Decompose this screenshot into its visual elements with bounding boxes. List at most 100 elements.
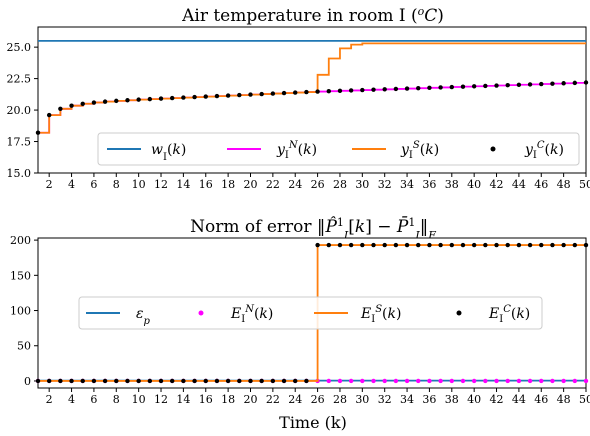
error-norm-series-3-point (192, 378, 197, 384)
temperature-series-3-point (449, 84, 454, 90)
error-norm-series-3-point (158, 378, 164, 384)
error-norm-series-1-point (393, 378, 399, 384)
error-norm-x-tick-label: 50 (579, 393, 590, 406)
error-norm-x-tick-label: 4 (68, 393, 75, 406)
error-norm-series-1-point (583, 378, 589, 384)
error-norm-series-3-point (304, 378, 309, 384)
temperature-series-3-point (572, 80, 578, 86)
error-norm-series-1-point (483, 378, 488, 384)
temperature-legend-frame (97, 132, 580, 166)
temperature-series-3-point (471, 84, 477, 89)
temperature-series-3-point (371, 87, 376, 92)
error-norm-series-3-point (483, 242, 488, 248)
temperature-x-tick-label: 8 (113, 178, 120, 191)
temperature-x-tick-label: 40 (467, 178, 481, 191)
temperature-series-3-point (46, 112, 52, 118)
temperature-series-3-point (404, 86, 410, 91)
error-norm-series-3-point (348, 242, 354, 248)
error-norm-series-3-point (35, 378, 41, 384)
error-norm-series-1-point (561, 378, 566, 384)
legend-yC-label: yIC(k) (524, 140, 564, 161)
temperature-y-tick-label: 22.5 (7, 73, 32, 86)
temperature-x-tick-label: 42 (490, 178, 504, 191)
error-norm-series-3-point (125, 378, 130, 384)
error-norm-x-tick-label: 12 (154, 393, 168, 406)
legend-EN-label: EIN(k) (230, 304, 273, 325)
error-norm-x-tick-label: 26 (311, 393, 325, 406)
error-norm-series-3-point (225, 378, 231, 384)
error-norm-series-1-point (494, 378, 499, 384)
temperature-x-tick-label: 20 (243, 178, 257, 191)
error-norm-series-1-point (516, 378, 522, 384)
error-norm-legend: εp EIN(k) EIS(k) EIC(k) (78, 296, 543, 330)
error-norm-x-tick-label: 32 (378, 393, 392, 406)
error-norm-series-1-point (348, 378, 354, 384)
error-norm-series-1-point (416, 378, 421, 384)
error-norm-y-tick-label: 150 (10, 269, 31, 282)
temperature-chart-title: Air temperature in room I (oC) (181, 5, 444, 27)
temperature-series-3-point (125, 98, 130, 103)
temperature-series-3-point (315, 89, 320, 94)
error-norm-x-tick-label: 24 (288, 393, 302, 406)
error-norm-series-3-point (561, 242, 566, 248)
error-norm-series-1-point (427, 378, 432, 384)
legend-ES-label: EIS(k) (360, 304, 401, 325)
error-norm-series-3-point (281, 378, 287, 384)
error-norm-series-3-point (80, 378, 85, 384)
temperature-series-3-point (293, 90, 298, 95)
error-norm-series-3-point (326, 242, 331, 248)
error-norm-series-3-point (371, 242, 376, 248)
error-norm-series-3-point (315, 242, 320, 248)
temperature-series-3-point (550, 81, 555, 86)
error-norm-y-tick-label: 100 (10, 305, 31, 318)
error-norm-series-3-point (147, 378, 153, 384)
error-norm-series-3-point (572, 242, 578, 248)
temperature-x-tick-label: 50 (579, 178, 590, 191)
temperature-series-3-point (505, 82, 510, 88)
error-norm-x-axis-label: Time (k) (279, 413, 347, 432)
error-norm-x-tick-label: 40 (467, 393, 481, 406)
error-norm-series-3-point (539, 242, 544, 248)
error-norm-x-tick-label: 20 (243, 393, 257, 406)
error-norm-series-3-point (259, 378, 264, 384)
error-norm-series-3-point (102, 378, 108, 384)
temperature-series-3-point (360, 87, 365, 93)
error-norm-series-3-point (170, 378, 175, 384)
error-norm-series-3-point (69, 378, 74, 384)
temperature-x-tick-label: 14 (176, 178, 190, 191)
error-norm-series-1-point (527, 378, 533, 384)
error-norm-x-tick-label: 30 (355, 393, 369, 406)
temperature-series-3-point (114, 98, 119, 104)
temperature-chart: Air temperature in room I (oC) 2 4 6 8 10 12 1… (7, 5, 590, 192)
legend-yN-label: yIN(k) (276, 140, 317, 161)
temperature-x-tick-label: 34 (400, 178, 414, 191)
temperature-series-3-point (483, 83, 488, 89)
error-norm-series-3-point (91, 378, 97, 384)
error-norm-x-tick-label: 38 (445, 393, 459, 406)
error-norm-legend-frame (78, 296, 543, 330)
error-norm-series-3-point (427, 242, 432, 248)
error-norm-series-1-point (337, 378, 343, 384)
error-norm-x-tick-label: 46 (534, 393, 548, 406)
error-norm-series-3-point (203, 378, 208, 384)
error-norm-y-tick-label: 0 (24, 375, 31, 388)
error-norm-series-3-point (416, 242, 421, 248)
error-norm-series-3-point (293, 378, 298, 384)
error-norm-series-1-point (572, 378, 578, 384)
temperature-series-3-point (91, 100, 97, 105)
error-norm-x-tick-label: 8 (113, 393, 120, 406)
error-norm-x-tick-label: 22 (266, 393, 280, 406)
temperature-x-tick-label: 18 (221, 178, 235, 191)
temperature-x-tick-label: 30 (355, 178, 369, 191)
error-norm-series-3-point (237, 378, 242, 384)
error-norm-series-3-point (527, 242, 533, 248)
error-norm-x-tick-label: 16 (199, 393, 213, 406)
temperature-series-3-point (80, 101, 85, 106)
temperature-series-3-point (561, 81, 566, 86)
legend-EN-swatch (198, 310, 204, 316)
legend-EC-label: EIC(k) (488, 304, 530, 325)
temperature-y-tick-label: 20.0 (7, 104, 32, 117)
temperature-series-3-point (382, 87, 387, 92)
error-norm-series-1-point (438, 378, 443, 384)
error-norm-series-3-point (494, 242, 499, 248)
